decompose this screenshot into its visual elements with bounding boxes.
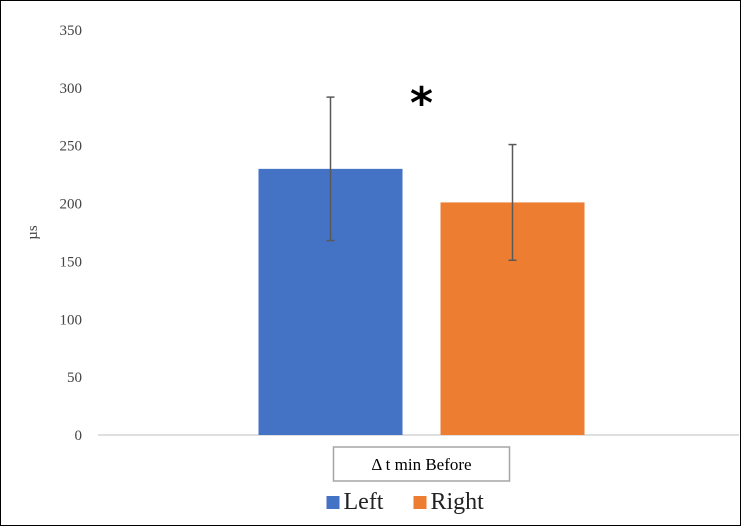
legend: Left Right <box>326 489 485 515</box>
y-tick-label: 200 <box>60 197 83 213</box>
legend-swatch-left <box>326 496 340 509</box>
legend-swatch-right <box>413 496 427 509</box>
y-axis-label: µs <box>25 225 41 240</box>
y-tick-label: 300 <box>60 81 83 97</box>
y-tick-label: 100 <box>60 312 83 328</box>
legend-label-left: Left <box>344 489 384 515</box>
category-label-box <box>332 446 511 482</box>
y-tick-label: 250 <box>60 139 83 155</box>
y-tick-label: 0 <box>75 428 83 444</box>
legend-label-right: Right <box>431 489 485 515</box>
y-tick-label: 50 <box>67 370 82 386</box>
significance-asterisk: * <box>410 78 433 129</box>
y-tick-label: 150 <box>60 254 83 270</box>
y-axis: 0 50 100 150 200 250 300 350 <box>60 23 83 444</box>
category-label: Δ t min Before <box>371 455 471 474</box>
y-tick-label: 350 <box>60 23 83 39</box>
bars <box>258 96 585 435</box>
